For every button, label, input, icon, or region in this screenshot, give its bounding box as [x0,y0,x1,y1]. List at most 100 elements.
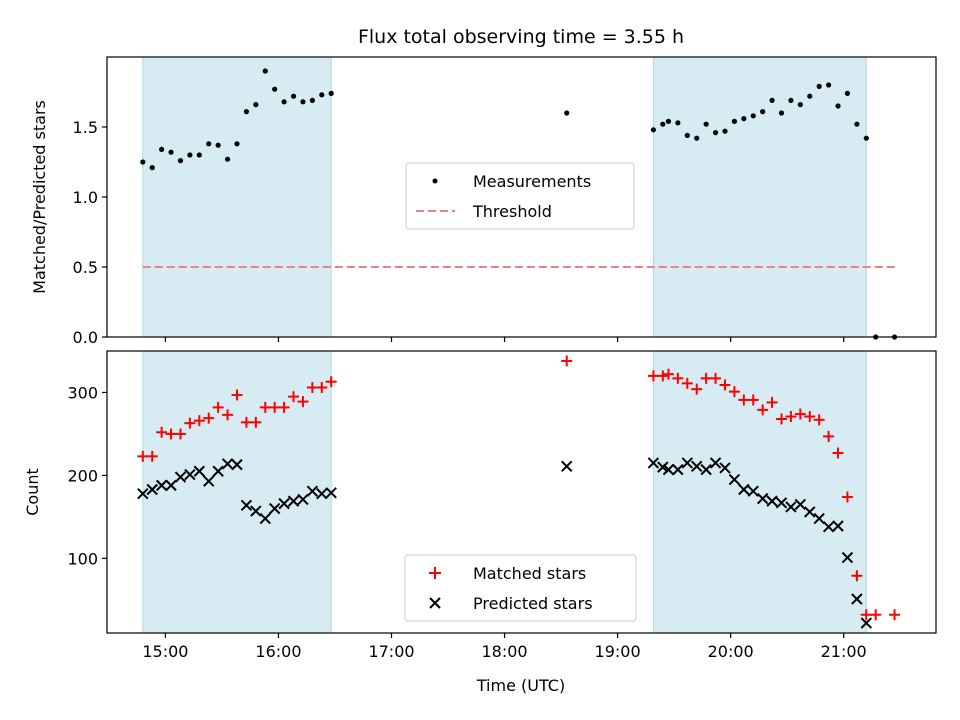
matched-stars-point [832,447,844,459]
measurement-point [215,142,221,148]
matched-stars-point [240,416,252,428]
measurement-point [854,121,860,127]
matched-stars-point [325,376,337,388]
legend-predicted-marker [429,597,441,609]
predicted-stars-point [278,497,290,510]
predicted-stars-point [662,463,675,476]
y-tick-label: 1.0 [73,188,98,207]
matched-stars-point [316,381,328,393]
predicted-stars-point [137,487,149,500]
measurement-point [863,135,869,141]
measurement-point [149,165,155,171]
matched-stars-point [747,394,759,406]
legend-threshold-label: Threshold [472,202,552,221]
measurement-point [319,92,325,98]
predicted-stars-point [822,521,835,533]
matched-stars-point [297,396,309,408]
x-tick-label: 18:00 [481,642,527,661]
predicted-stars-point [231,458,243,471]
measurement-point [159,146,165,152]
top-y-ticks: 0.0 0.5 1.0 1.5 [73,118,107,347]
predicted-stars-point [240,499,253,511]
matched-stars-point [250,416,262,428]
legend-matched-label: Matched stars [473,564,586,583]
matched-stars-point [841,491,853,503]
bottom-panel-counts: 100 200 300 15:00 16:00 17:00 18:00 19:00 20:00… [23,350,937,695]
predicted-stars-point [647,457,660,469]
matched-stars-point [700,372,712,384]
measurement-point [309,97,315,103]
measurement-point [712,130,719,136]
measurement-point [272,86,278,92]
matched-stars-point [776,413,788,425]
matched-stars-point [851,570,863,582]
legend-matched-marker [429,567,441,579]
predicted-stars-point [174,471,187,483]
predicted-stars-point [747,485,759,497]
matched-stars-point [203,412,215,424]
measurement-point [177,158,184,164]
measurement-point [797,102,803,108]
predicted-stars-point [212,465,224,477]
x-tick-label: 20:00 [708,642,754,661]
measurement-point [564,110,570,116]
predicted-stars-point [165,479,177,492]
predicted-stars-point [561,460,573,472]
top-observing-windows [142,56,867,338]
predicted-stars-point [832,520,844,532]
bottom-legend-frame [404,554,637,622]
measurement-point [844,90,851,96]
x-tick-label: 15:00 [142,642,188,661]
bottom-y-ticks: 100 200 300 [67,383,107,568]
matched-stars-point [662,368,674,380]
predicted-stars-point [709,457,722,469]
top-observing-window [652,56,867,338]
matched-stars-point [728,386,740,398]
matched-stars-point [184,417,196,429]
predicted-stars-point [268,502,281,515]
matched-stars-point [719,379,731,391]
measurement-point [769,97,775,103]
bottom-plot-frame [106,350,937,634]
matched-stars-point [137,450,149,462]
matched-stars-point [766,396,778,408]
predicted-stars-point [700,463,712,476]
predicted-stars-point [804,506,816,518]
top-panel-ratio: 0.0 0.5 1.0 1.5 Matched/Predicted stars Mea… [30,56,937,347]
measurement-point [234,141,240,147]
legend-measurements-marker [432,178,438,184]
matched-stars-point [278,401,290,413]
matched-stars-point [672,372,684,384]
y-tick-label: 200 [67,466,98,485]
predicted-stars-point [691,460,703,472]
top-legend: Measurements Threshold [405,162,635,230]
predicted-stars-point [184,468,196,481]
measurement-point [187,152,193,158]
predicted-stars-point [681,457,694,469]
predicted-stars-point [250,505,262,517]
predicted-stars-point [316,487,328,500]
predicted-stars-point [775,497,788,509]
top-observing-window [142,56,332,338]
matched-stars-point [146,450,158,462]
legend-predicted-label: Predicted stars [473,594,593,613]
measurement-point [140,159,146,165]
measurement-point [206,141,212,147]
predicted-stars-point [297,493,309,506]
matched-stars-point [889,609,901,621]
x-axis-label: Time (UTC) [476,676,565,695]
matched-stars-point [657,370,669,382]
matched-stars-point [165,428,177,440]
y-tick-label: 1.5 [73,118,98,137]
bot-observing-window [652,350,867,634]
matched-stars-point [561,355,573,367]
measurement-point [262,68,268,74]
matched-stars-point [860,609,872,621]
predicted-stars-point [785,501,797,513]
matched-stars-point [269,401,281,413]
matched-stars-point [174,428,186,440]
measurement-point [300,99,306,105]
y-tick-label: 0.0 [73,328,98,347]
measurement-point [675,120,681,126]
measurement-point [778,110,785,116]
